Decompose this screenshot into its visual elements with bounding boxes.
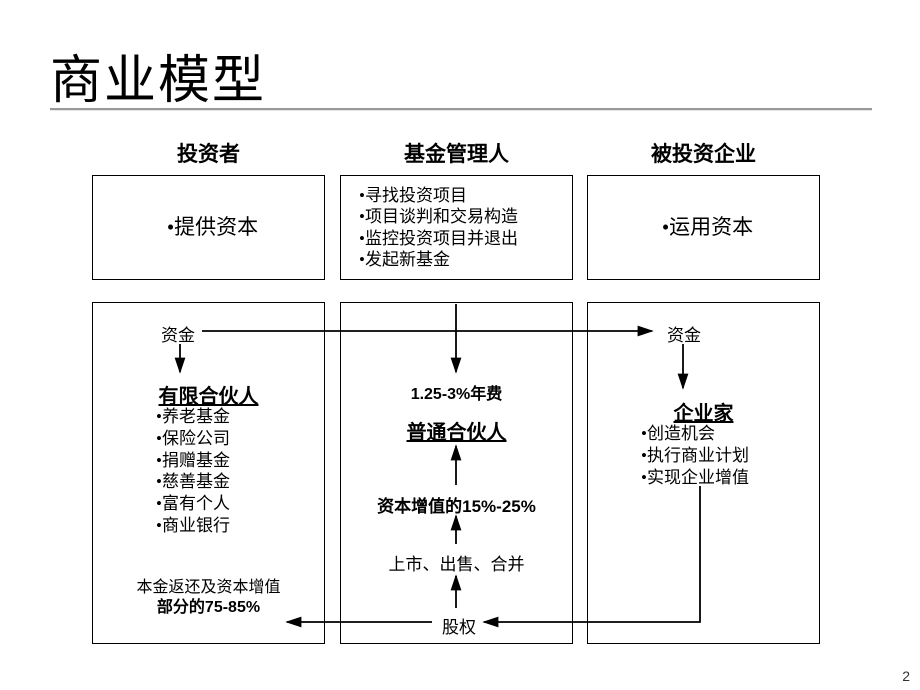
gp-fee: 1.25-3%年费 [341, 380, 572, 404]
top-item: •运用资本 [606, 214, 809, 240]
port-bullets: •创造机会 •执行商业计划 •实现企业增值 [641, 423, 749, 488]
bot-box-entrepreneur: 资金 企业家 •创造机会 •执行商业计划 •实现企业增值 [587, 302, 820, 644]
top-list-manager: •寻找投资项目 •项目谈判和交易构造 •监控投资项目并退出 •发起新基金 [341, 185, 572, 270]
top-item: •提供资本 [111, 214, 314, 240]
lp-bullet: •富有个人 [156, 493, 230, 515]
lp-bullet: •捐赠基金 [156, 450, 230, 472]
top-item: •项目谈判和交易构造 [359, 206, 562, 227]
top-list-portfolio: •运用资本 [588, 214, 819, 240]
lp-bullet: •养老基金 [156, 406, 230, 428]
lp-return-line1: 本金返还及资本增值 [136, 579, 280, 596]
port-bullet: •执行商业计划 [641, 445, 749, 467]
lp-bullet: •慈善基金 [156, 471, 230, 493]
top-box-investor: •提供资本 [92, 175, 325, 280]
col-header-portfolio: 被投资企业 [587, 138, 820, 168]
gp-equity: 股权 [439, 613, 479, 638]
top-item: •发起新基金 [359, 249, 562, 270]
lp-heading: 有限合伙人 [93, 380, 324, 409]
lp-return-text: 本金返还及资本增值 部分的75-85% [93, 578, 324, 618]
slide-title: 商业模型 [50, 38, 266, 113]
gp-carry: 资本增值的15%-25% [341, 492, 572, 517]
bot-box-gp: 1.25-3%年费 普通合伙人 资本增值的15%-25% 上市、出售、合并 股权 [340, 302, 573, 644]
top-box-portfolio: •运用资本 [587, 175, 820, 280]
slide: 商业模型 投资者 基金管理人 被投资企业 •提供资本 •寻找投资项目 •项目谈判… [0, 0, 920, 690]
lp-return-line2: 部分的75-85% [157, 599, 260, 616]
top-item: •监控投资项目并退出 [359, 228, 562, 249]
top-box-manager: •寻找投资项目 •项目谈判和交易构造 •监控投资项目并退出 •发起新基金 [340, 175, 573, 280]
lp-bullet: •商业银行 [156, 515, 230, 537]
lp-fund-label: 资金 [159, 321, 197, 346]
col-header-manager: 基金管理人 [340, 138, 573, 168]
bot-box-lp: 资金 有限合伙人 •养老基金 •保险公司 •捐赠基金 •慈善基金 •富有个人 •… [92, 302, 325, 644]
page-number: 2 [902, 668, 910, 684]
port-bullet: •创造机会 [641, 423, 749, 445]
col-header-investor: 投资者 [92, 138, 325, 168]
port-heading: 企业家 [588, 397, 819, 426]
port-bullet: •实现企业增值 [641, 467, 749, 489]
lp-bullets: •养老基金 •保险公司 •捐赠基金 •慈善基金 •富有个人 •商业银行 [156, 406, 230, 537]
top-item: •寻找投资项目 [359, 185, 562, 206]
title-underline [50, 108, 872, 111]
lp-bullet: •保险公司 [156, 428, 230, 450]
port-fund-label: 资金 [665, 321, 703, 346]
top-list-investor: •提供资本 [93, 214, 324, 240]
gp-heading: 普通合伙人 [341, 416, 572, 445]
gp-exit: 上市、出售、合并 [341, 550, 572, 575]
